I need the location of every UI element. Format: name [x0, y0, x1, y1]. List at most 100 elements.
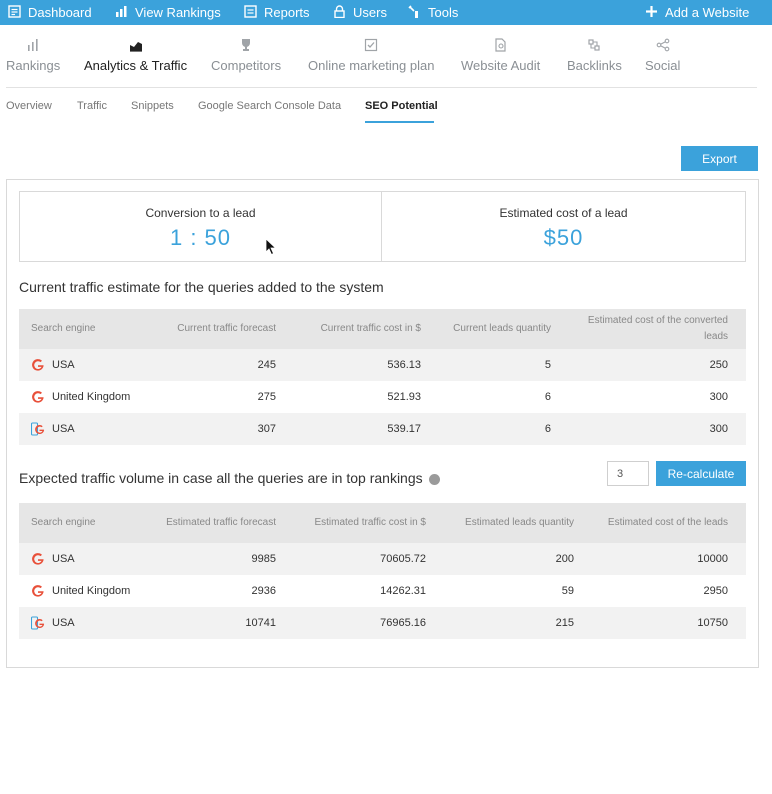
column-header[interactable]: Search engine	[19, 503, 149, 543]
google-icon	[31, 552, 45, 566]
engine-name: USA	[52, 359, 75, 371]
table-header-row: Search engine Current traffic forecast C…	[19, 309, 746, 349]
lock-icon	[333, 4, 346, 21]
tools-icon	[408, 4, 421, 21]
current-section-title-text: Current traffic estimate for the queries…	[19, 279, 384, 295]
tab-analytics-traffic-label: Analytics & Traffic	[84, 58, 188, 73]
add-website-label: Add a Website	[665, 5, 750, 20]
engine-name: USA	[52, 423, 75, 435]
leads-cost-cell: 10000	[592, 543, 746, 575]
plus-icon	[645, 5, 658, 21]
column-header[interactable]: Estimated leads quantity	[444, 503, 592, 543]
mouse-cursor-icon	[265, 238, 277, 256]
recalculate-button[interactable]: Re-calculate	[656, 461, 746, 486]
column-header[interactable]: Search engine	[19, 309, 164, 349]
area-chart-icon	[84, 38, 187, 54]
reports-icon	[244, 4, 257, 21]
engine-name: USA	[52, 617, 75, 629]
nav-reports-label: Reports	[264, 5, 310, 20]
traffic-forecast-cell: 307	[164, 413, 294, 445]
bar-chart-icon	[115, 5, 128, 21]
traffic-cost-cell: 76965.16	[294, 607, 444, 639]
tab-backlinks-label: Backlinks	[567, 58, 622, 73]
subtab-snippets[interactable]: Snippets	[131, 100, 174, 112]
nav-tools[interactable]: Tools	[408, 0, 458, 25]
cost-metric-box: Estimated cost of a lead $50	[381, 191, 746, 262]
leads-quantity-cell: 6	[544, 391, 551, 403]
tab-website-audit-label: Website Audit	[461, 58, 541, 73]
tab-online-marketing-plan[interactable]: Online marketing plan	[308, 38, 434, 73]
dashboard-icon	[8, 4, 21, 21]
nav-users[interactable]: Users	[333, 0, 387, 25]
document-search-icon	[461, 38, 540, 54]
traffic-forecast-cell: 9985	[149, 543, 294, 575]
leads-quantity-cell: 6	[439, 413, 569, 445]
column-header[interactable]: Current traffic forecast	[164, 309, 294, 349]
google-icon	[31, 584, 45, 598]
traffic-cost-cell: 14262.31	[380, 585, 426, 597]
share-icon	[645, 38, 680, 54]
column-header[interactable]: Estimated cost of the converted leads	[569, 309, 746, 349]
subtab-overview[interactable]: Overview	[6, 100, 52, 112]
info-icon[interactable]	[428, 473, 440, 485]
active-subtab-indicator	[365, 121, 434, 123]
nav-dashboard-label: Dashboard	[28, 5, 92, 20]
leads-cost-cell: 2950	[703, 585, 728, 597]
add-website-button[interactable]: Add a Website	[645, 0, 749, 25]
tab-rankings[interactable]: Rankings	[6, 38, 60, 73]
table-row: United Kingdom 275 521.93 6 300	[19, 381, 746, 413]
link-arrows-icon	[567, 38, 622, 54]
subtab-search-console[interactable]: Google Search Console Data	[198, 100, 342, 112]
trophy-icon	[211, 38, 281, 54]
column-header[interactable]: Current traffic cost in $	[294, 309, 439, 349]
nav-tools-label: Tools	[428, 5, 459, 20]
subtab-seo-potential[interactable]: SEO Potential	[365, 100, 438, 112]
leads-cost-cell: 300	[709, 391, 728, 403]
traffic-cost-cell: 539.17	[294, 413, 439, 445]
table-row: USA 9985 70605.72 200 10000	[19, 543, 746, 575]
traffic-cost-cell: 536.13	[294, 349, 439, 381]
tab-competitors-label: Competitors	[211, 58, 282, 73]
export-button[interactable]: Export	[681, 146, 758, 171]
leads-cost-cell: 300	[569, 413, 746, 445]
column-header[interactable]: Estimated cost of the leads	[592, 503, 746, 543]
leads-quantity-cell: 215	[444, 607, 592, 639]
leads-cost-cell: 10750	[592, 607, 746, 639]
tab-social[interactable]: Social	[645, 38, 680, 73]
cost-label: Estimated cost of a lead	[499, 206, 628, 220]
cost-value: $50	[543, 225, 584, 250]
tab-website-audit[interactable]: Website Audit	[461, 38, 540, 73]
column-header[interactable]: Estimated traffic forecast	[149, 503, 294, 543]
conversion-multiplier-input[interactable]	[607, 461, 649, 486]
nav-reports[interactable]: Reports	[244, 0, 310, 25]
traffic-cost-cell: 521.93	[387, 391, 421, 403]
google-mobile-icon	[31, 422, 45, 436]
column-header[interactable]: Current leads quantity	[439, 309, 569, 349]
traffic-forecast-cell: 2936	[251, 585, 276, 597]
table-row: United Kingdom 2936 14262.31 59 2950	[19, 575, 746, 607]
subtab-traffic[interactable]: Traffic	[77, 100, 107, 112]
current-traffic-table: Search engine Current traffic forecast C…	[19, 309, 746, 445]
nav-view-rankings[interactable]: View Rankings	[115, 0, 221, 25]
expected-section-title: Expected traffic volume in case all the …	[19, 470, 440, 486]
expected-traffic-table: Search engine Estimated traffic forecast…	[19, 503, 746, 639]
conversion-label: Conversion to a lead	[145, 206, 256, 220]
leads-quantity-cell: 59	[561, 585, 574, 597]
tab-analytics-traffic[interactable]: Analytics & Traffic	[84, 38, 187, 73]
nav-dashboard[interactable]: Dashboard	[8, 0, 92, 25]
table-row: USA 307 539.17 6 300	[19, 413, 746, 445]
traffic-cost-cell: 70605.72	[294, 543, 444, 575]
traffic-forecast-cell: 10741	[149, 607, 294, 639]
tabs-divider	[6, 87, 757, 88]
tab-rankings-label: Rankings	[6, 58, 61, 73]
tab-competitors[interactable]: Competitors	[211, 38, 281, 73]
tab-online-marketing-plan-label: Online marketing plan	[308, 58, 435, 73]
checkbox-icon	[308, 38, 434, 54]
top-navigation-bar: Dashboard View Rankings Reports Users To…	[0, 0, 772, 25]
column-header[interactable]: Estimated traffic cost in $	[294, 503, 444, 543]
expected-section-title-text: Expected traffic volume in case all the …	[19, 470, 423, 486]
google-icon	[31, 390, 45, 404]
traffic-forecast-cell: 275	[257, 391, 276, 403]
leads-quantity-cell: 5	[439, 349, 569, 381]
tab-backlinks[interactable]: Backlinks	[567, 38, 622, 73]
